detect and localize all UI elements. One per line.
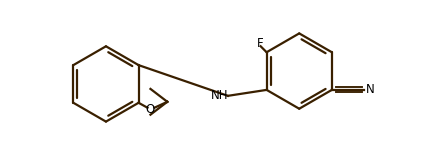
Text: O: O [146,103,155,116]
Text: F: F [257,37,263,50]
Text: N: N [366,83,375,96]
Text: NH: NH [211,89,229,102]
